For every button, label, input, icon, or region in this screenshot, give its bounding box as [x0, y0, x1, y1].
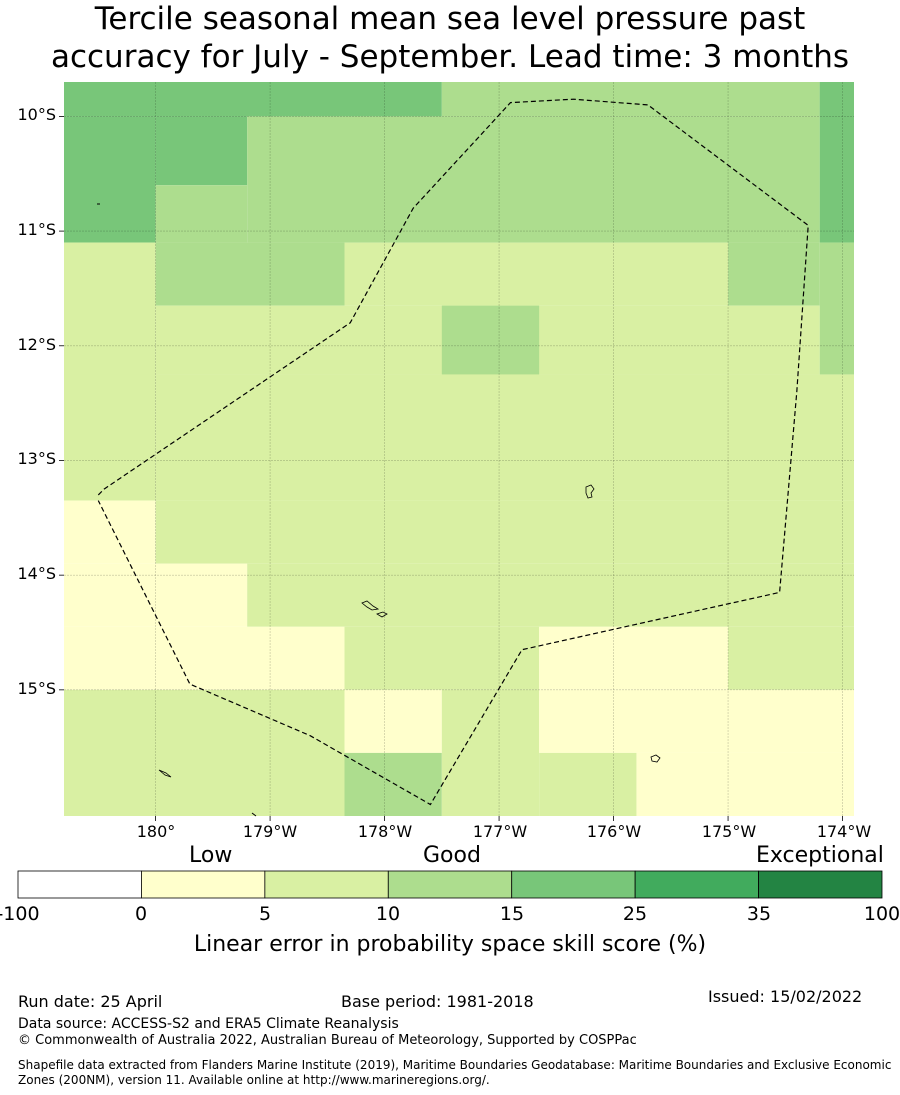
skill-cell [344, 752, 442, 816]
colorbar-tick-15: 15 [499, 903, 525, 925]
graticule [64, 82, 854, 816]
colorbar-tick-0: 0 [134, 903, 148, 925]
eez-boundary [97, 98, 809, 806]
lon-label-177w: 177°W [472, 822, 528, 841]
legend-category-low: Low [189, 843, 233, 868]
colorbar-tick-25: 25 [622, 903, 648, 925]
lat-label-10s: 10°S [17, 105, 56, 124]
skill-cell [344, 626, 540, 690]
island-wallis [361, 600, 388, 618]
issued-date: Issued: 15/02/2022 [708, 987, 863, 1006]
skill-cell [819, 242, 854, 375]
colorbar-swatch [264, 870, 389, 899]
island-niuafoou [650, 754, 661, 763]
island-fiji-edge [251, 812, 257, 817]
skill-cell [539, 752, 637, 816]
skill-cell [539, 689, 854, 753]
skill-cell [636, 752, 854, 816]
skill-cell [155, 116, 248, 186]
island-samoa-east [585, 484, 595, 499]
legend-category-exceptional: Exceptional [756, 843, 884, 868]
colorbar-tick-35: 35 [746, 903, 772, 925]
colorbar-title: Linear error in probability space skill … [193, 932, 707, 957]
colorbar-tick-10: 10 [375, 903, 401, 925]
base-period: Base period: 1981-2018 [341, 992, 534, 1011]
colorbar-swatch [141, 870, 266, 899]
colorbar-swatch [17, 870, 142, 899]
copyright: © Commonwealth of Australia 2022, Austra… [18, 1033, 637, 1048]
shapefile-credit: Shapefile data extracted from Flanders M… [18, 1058, 892, 1087]
skill-cell [344, 242, 729, 306]
colorbar-tick-100: 100 [863, 903, 900, 925]
skill-grid [64, 82, 854, 816]
colorbar-swatch [387, 870, 513, 899]
skill-cell [441, 689, 540, 816]
skill-cell [64, 689, 345, 816]
skill-cell [441, 305, 540, 375]
skill-cell [728, 626, 854, 690]
island-fiji-north [158, 769, 172, 778]
run-date: Run date: 25 April [18, 992, 163, 1011]
colorbar-tick-minus100: -100 [0, 903, 40, 925]
legend-category-good: Good [423, 843, 481, 868]
lat-label-13s: 13°S [17, 449, 56, 468]
colorbar-swatch [758, 870, 883, 899]
colorbar-swatch [634, 870, 759, 899]
colorbar-tick-5: 5 [258, 903, 272, 925]
skill-cell [247, 116, 820, 243]
skill-cell [64, 242, 156, 501]
skill-cell [64, 82, 442, 117]
lat-label-12s: 12°S [17, 335, 56, 354]
lat-label-15s: 15°S [17, 679, 56, 698]
skill-cell [64, 116, 156, 243]
axis-ticks [59, 116, 843, 821]
colorbar-swatch [511, 870, 636, 899]
skill-cell [155, 374, 854, 501]
skill-cell [728, 242, 820, 306]
map-canvas [59, 82, 854, 821]
skill-cell [441, 82, 820, 117]
skill-cell [247, 563, 854, 627]
skill-cell [819, 82, 854, 243]
colorbar-swatches [17, 870, 883, 899]
skill-cell [539, 626, 729, 690]
lon-label-180: 180° [136, 822, 176, 841]
lon-label-179w: 179°W [242, 822, 298, 841]
skill-cell [64, 500, 156, 564]
lat-label-14s: 14°S [17, 564, 56, 583]
map-title-line-1: Tercile seasonal mean sea level pressure… [94, 1, 806, 37]
lon-label-174w: 174°W [816, 822, 872, 841]
skill-cell [64, 626, 345, 690]
lon-label-175w: 175°W [701, 822, 757, 841]
skill-cell [155, 242, 345, 306]
skill-cell [344, 689, 442, 753]
map-title: Tercile seasonal mean sea level pressure… [0, 0, 900, 76]
skill-cell [155, 500, 854, 564]
lon-label-178w: 178°W [357, 822, 413, 841]
coastlines [97, 203, 661, 817]
map-title-line-2: accuracy for July - September. Lead time… [50, 39, 850, 75]
data-source: Data source: ACCESS-S2 and ERA5 Climate … [18, 1016, 399, 1032]
lat-label-11s: 11°S [17, 220, 56, 239]
colorbar [17, 870, 883, 899]
skill-cell [155, 185, 248, 243]
lon-label-176w: 176°W [586, 822, 642, 841]
